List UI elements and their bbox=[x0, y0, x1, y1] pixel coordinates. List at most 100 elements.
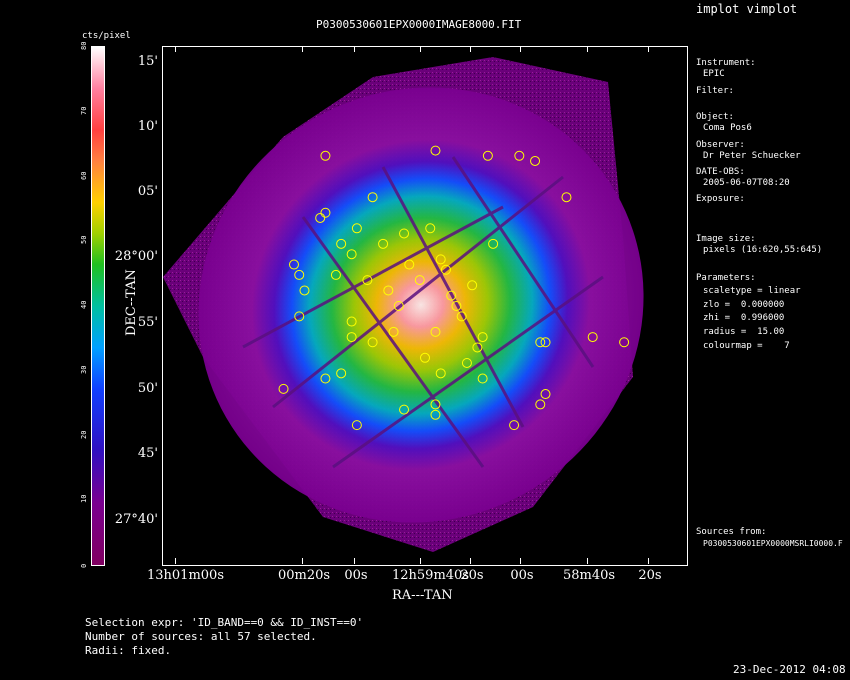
source-circle[interactable] bbox=[587, 332, 598, 343]
x-tick-mark bbox=[302, 558, 303, 564]
xray-image bbox=[163, 57, 644, 552]
source-circle[interactable] bbox=[367, 192, 378, 203]
source-circle[interactable] bbox=[330, 269, 341, 280]
source-circle[interactable] bbox=[320, 373, 331, 384]
x-tick-mark bbox=[175, 558, 176, 564]
y-tick-label: 55' bbox=[137, 315, 158, 330]
source-circle[interactable] bbox=[378, 238, 389, 249]
source-circle[interactable] bbox=[336, 368, 347, 379]
source-circle[interactable] bbox=[440, 264, 451, 275]
cluster-emission bbox=[198, 87, 644, 523]
y-tick-label: 10' bbox=[137, 119, 158, 134]
source-circle[interactable] bbox=[367, 337, 378, 348]
selection-expr: Selection expr: 'ID_BAND==0 && ID_INST==… bbox=[85, 616, 364, 629]
window-title: implot vimplot bbox=[696, 2, 798, 16]
source-circle[interactable] bbox=[362, 275, 373, 286]
image-size-label: Image size: bbox=[696, 234, 756, 244]
x-tick-mark bbox=[520, 46, 521, 52]
source-circle[interactable] bbox=[320, 150, 331, 161]
image-size-value: pixels (16:620,55:645) bbox=[703, 245, 823, 255]
x-tick-mark bbox=[470, 46, 471, 52]
colorbar bbox=[91, 46, 105, 566]
x-tick-mark bbox=[520, 558, 521, 564]
sources-value: P0300530601EPX0000MSRLI0000.F bbox=[703, 539, 843, 548]
x-tick-mark bbox=[648, 46, 649, 52]
source-circle[interactable] bbox=[430, 145, 441, 156]
source-circle[interactable] bbox=[425, 223, 436, 234]
source-circle[interactable] bbox=[488, 238, 499, 249]
source-circle[interactable] bbox=[315, 212, 326, 223]
source-circle[interactable] bbox=[351, 420, 362, 431]
source-circle[interactable] bbox=[351, 223, 362, 234]
source-circle[interactable] bbox=[451, 301, 462, 311]
source-circle[interactable] bbox=[346, 316, 357, 327]
x-tick-mark bbox=[587, 46, 588, 52]
source-circle[interactable] bbox=[514, 150, 525, 161]
source-circles bbox=[278, 145, 630, 431]
y-tick-label: 15' bbox=[137, 54, 158, 69]
source-circle[interactable] bbox=[482, 150, 493, 161]
source-circle[interactable] bbox=[346, 249, 357, 260]
observer-value: Dr Peter Schuecker bbox=[703, 151, 801, 161]
source-circle[interactable] bbox=[540, 389, 551, 400]
date-value: 2005-06-07T08:20 bbox=[703, 178, 790, 188]
parameters-label: Parameters: bbox=[696, 273, 756, 283]
param-scaletype: scaletype = linear bbox=[703, 286, 801, 296]
date-label: DATE-OBS: bbox=[696, 167, 745, 177]
x-tick-mark bbox=[175, 46, 176, 52]
source-circle[interactable] bbox=[399, 228, 410, 239]
x-tick-mark bbox=[420, 46, 421, 52]
source-circle[interactable] bbox=[414, 275, 425, 286]
source-circle[interactable] bbox=[430, 326, 441, 337]
source-circle[interactable] bbox=[393, 301, 404, 311]
colorbar-label: cts/pixel bbox=[82, 31, 131, 41]
exposure-label: Exposure: bbox=[696, 194, 745, 204]
plot-title: P0300530601EPX0000IMAGE8000.FIT bbox=[316, 18, 522, 31]
x-tick-mark bbox=[648, 558, 649, 564]
source-circle[interactable] bbox=[435, 254, 446, 265]
source-circle[interactable] bbox=[294, 311, 305, 322]
source-circle[interactable] bbox=[467, 280, 478, 291]
source-circle[interactable] bbox=[461, 357, 472, 368]
source-circle[interactable] bbox=[289, 259, 299, 270]
y-axis-label: DEC--TAN bbox=[124, 269, 139, 336]
source-circle[interactable] bbox=[430, 409, 441, 420]
source-circle[interactable] bbox=[388, 326, 399, 337]
source-circle[interactable] bbox=[530, 155, 541, 166]
source-circle[interactable] bbox=[540, 337, 551, 348]
source-circle[interactable] bbox=[477, 332, 488, 343]
source-circle[interactable] bbox=[472, 342, 483, 353]
source-circle[interactable] bbox=[435, 368, 446, 379]
x-tick-mark bbox=[302, 46, 303, 52]
source-circle[interactable] bbox=[294, 269, 305, 280]
x-tick-mark bbox=[354, 558, 355, 564]
source-circle[interactable] bbox=[509, 420, 520, 431]
colorbar-tick-label: 10 bbox=[80, 494, 88, 504]
source-circle[interactable] bbox=[420, 352, 430, 363]
source-circle[interactable] bbox=[404, 259, 415, 270]
source-circle[interactable] bbox=[320, 207, 331, 218]
source-circle[interactable] bbox=[383, 285, 394, 296]
source-circle[interactable] bbox=[619, 337, 630, 348]
source-circle[interactable] bbox=[430, 399, 441, 410]
param-zhi: zhi = 0.996000 bbox=[703, 313, 785, 323]
source-circle[interactable] bbox=[535, 337, 546, 348]
source-circle[interactable] bbox=[278, 383, 289, 394]
source-circle[interactable] bbox=[535, 399, 546, 410]
x-tick-mark bbox=[420, 558, 421, 564]
source-circle[interactable] bbox=[561, 192, 572, 203]
image-plot-area[interactable] bbox=[162, 46, 688, 566]
source-circle[interactable] bbox=[446, 290, 457, 301]
source-circle[interactable] bbox=[399, 404, 410, 415]
y-tick-label: 45' bbox=[137, 446, 158, 461]
timestamp: 23-Dec-2012 04:08 bbox=[733, 663, 846, 676]
source-circle[interactable] bbox=[336, 238, 347, 249]
source-circle[interactable] bbox=[299, 285, 310, 296]
y-tick-label: 28°00' bbox=[114, 249, 158, 264]
x-tick-label: 00m20s bbox=[277, 568, 331, 583]
source-circle[interactable] bbox=[456, 311, 467, 322]
x-tick-label: 20s bbox=[638, 568, 662, 583]
x-tick-label: 13h01m00s bbox=[147, 568, 224, 583]
source-circle[interactable] bbox=[477, 373, 488, 384]
source-circle[interactable] bbox=[346, 332, 357, 343]
